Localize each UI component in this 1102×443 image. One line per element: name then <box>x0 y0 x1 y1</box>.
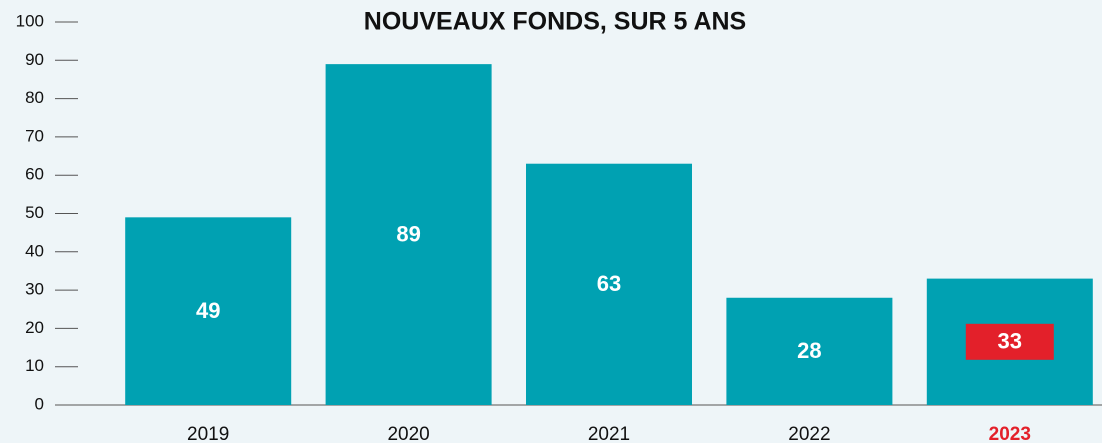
x-tick-label: 2020 <box>387 424 429 443</box>
bar <box>526 163 692 405</box>
chart-title: NOUVEAUX FONDS, SUR 5 ANS <box>364 8 746 36</box>
x-tick-label: 2022 <box>788 424 830 443</box>
bar <box>726 297 893 405</box>
y-tick-label: 70 <box>25 126 44 145</box>
y-tick-label: 40 <box>25 241 44 260</box>
y-tick-label: 0 <box>35 394 44 413</box>
y-tick-label: 90 <box>25 50 44 69</box>
y-tick-label: 10 <box>25 356 44 375</box>
y-tick-label: 60 <box>25 165 44 184</box>
x-tick-label: 2019 <box>187 424 229 443</box>
value-label: 33 <box>998 329 1022 354</box>
value-label: 49 <box>196 298 220 323</box>
x-tick-label: 2021 <box>588 424 630 443</box>
y-tick-label: 30 <box>25 280 44 299</box>
value-label: 63 <box>597 271 621 296</box>
y-tick-label: 50 <box>25 203 44 222</box>
value-label: 89 <box>396 221 420 246</box>
y-tick-label: 80 <box>25 88 44 107</box>
bar <box>325 64 492 405</box>
x-tick-label: 2023 <box>989 424 1031 443</box>
value-label: 28 <box>797 338 821 363</box>
y-tick-label: 20 <box>25 318 44 337</box>
y-tick-label: 100 <box>16 11 44 30</box>
value-label-box <box>965 323 1054 360</box>
bar <box>125 217 292 405</box>
